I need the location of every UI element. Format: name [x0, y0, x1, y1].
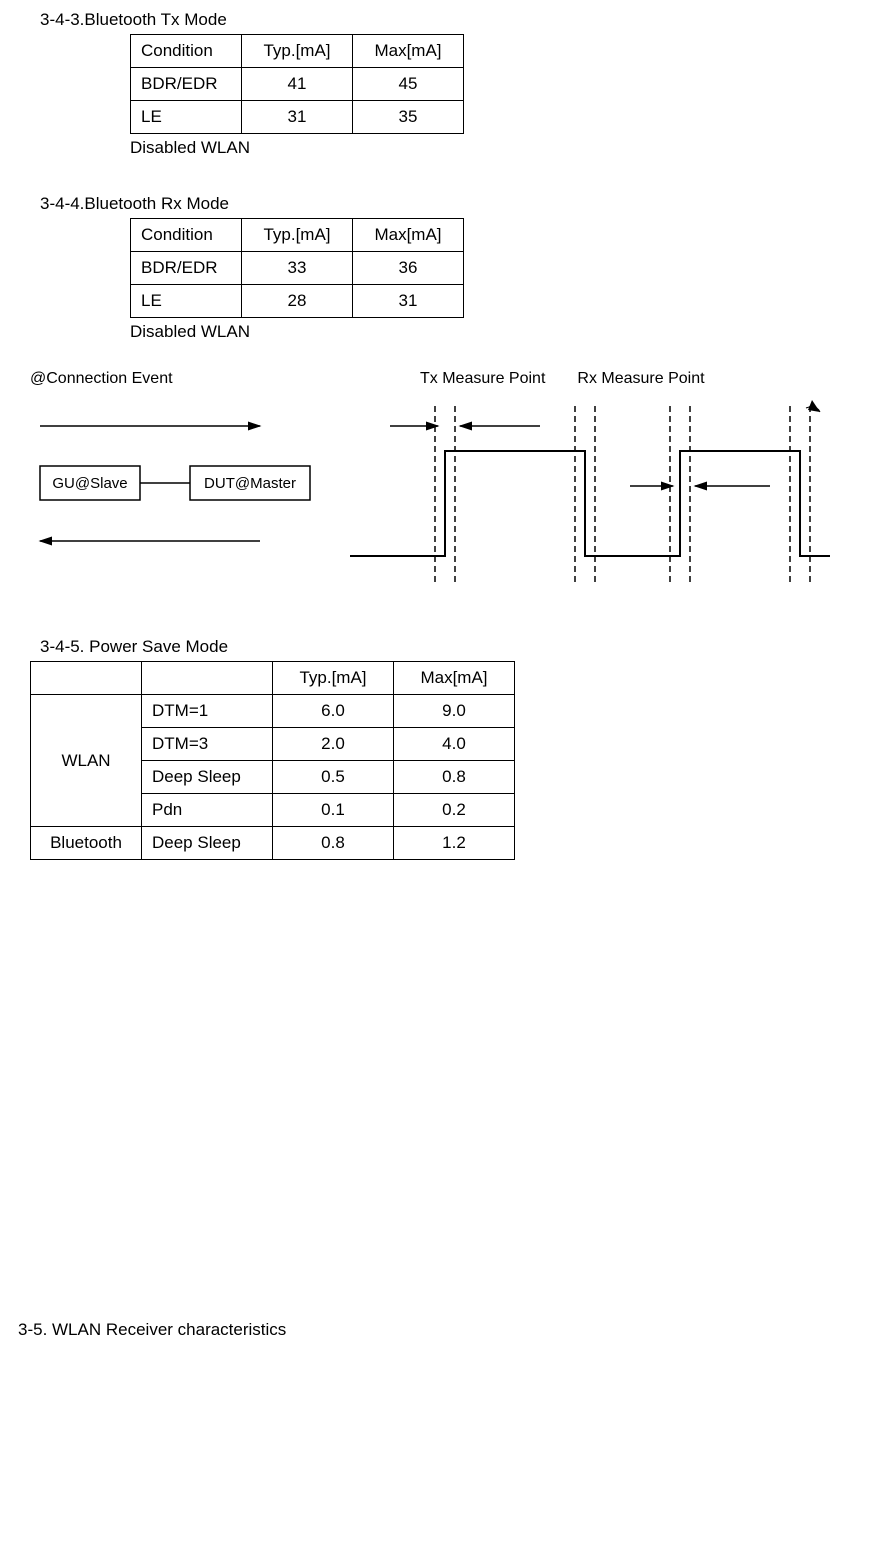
col-typ: Typ.[mA]: [242, 35, 353, 68]
section-3-4-4-title: 3-4-4.Bluetooth Rx Mode: [40, 194, 865, 214]
section-3-4-5-title: 3-4-5. Power Save Mode: [40, 637, 865, 657]
dut-master-box: DUT@Master: [204, 475, 296, 492]
cell-max: 35: [353, 101, 464, 134]
cell-typ: 0.5: [273, 761, 394, 794]
cell-cond: BDR/EDR: [131, 252, 242, 285]
table-row: BDR/EDR 41 45: [131, 68, 464, 101]
cell-max: 4.0: [394, 728, 515, 761]
bt-tx-note: Disabled WLAN: [130, 138, 865, 158]
cell-mode: DTM=3: [142, 728, 273, 761]
bt-rx-note: Disabled WLAN: [130, 322, 865, 342]
bt-tx-table: Condition Typ.[mA] Max[mA] BDR/EDR 41 45…: [130, 34, 464, 134]
cell-typ: 28: [242, 285, 353, 318]
gu-dut-diagram: GU@Slave DUT@Master: [30, 396, 330, 561]
table-row: LE 28 31: [131, 285, 464, 318]
col-typ: Typ.[mA]: [273, 662, 394, 695]
col-max: Max[mA]: [353, 35, 464, 68]
bt-rx-table: Condition Typ.[mA] Max[mA] BDR/EDR 33 36…: [130, 218, 464, 318]
cell-mode: Deep Sleep: [142, 827, 273, 860]
col-condition: Condition: [131, 35, 242, 68]
col-max: Max[mA]: [394, 662, 515, 695]
cell-max: 45: [353, 68, 464, 101]
col-blank2: [142, 662, 273, 695]
cell-cond: LE: [131, 101, 242, 134]
col-max: Max[mA]: [353, 219, 464, 252]
table-row: LE 31 35: [131, 101, 464, 134]
cat-wlan: WLAN: [31, 695, 142, 827]
connection-event-label: @Connection Event: [30, 370, 330, 388]
rx-measure-point-label: Rx Measure Point: [577, 370, 704, 388]
cell-mode: DTM=1: [142, 695, 273, 728]
cell-max: 31: [353, 285, 464, 318]
col-condition: Condition: [131, 219, 242, 252]
cell-max: 0.8: [394, 761, 515, 794]
cell-max: 9.0: [394, 695, 515, 728]
cell-typ: 0.1: [273, 794, 394, 827]
cell-typ: 31: [242, 101, 353, 134]
table-row: Bluetooth Deep Sleep 0.8 1.2: [31, 827, 515, 860]
col-blank1: [31, 662, 142, 695]
cell-typ: 0.8: [273, 827, 394, 860]
col-typ: Typ.[mA]: [242, 219, 353, 252]
cell-cond: BDR/EDR: [131, 68, 242, 101]
connection-event-diagram: @Connection Event GU@Slave DUT@Master: [30, 370, 865, 601]
cell-mode: Deep Sleep: [142, 761, 273, 794]
measure-point-diagram: [350, 396, 830, 596]
cell-typ: 41: [242, 68, 353, 101]
cell-mode: Pdn: [142, 794, 273, 827]
cell-max: 1.2: [394, 827, 515, 860]
power-save-table: Typ.[mA] Max[mA] WLAN DTM=1 6.0 9.0 DTM=…: [30, 661, 515, 860]
cat-bluetooth: Bluetooth: [31, 827, 142, 860]
cell-max: 0.2: [394, 794, 515, 827]
cell-typ: 33: [242, 252, 353, 285]
section-3-5-title: 3-5. WLAN Receiver characteristics: [18, 1320, 865, 1340]
cell-typ: 2.0: [273, 728, 394, 761]
table-row: BDR/EDR 33 36: [131, 252, 464, 285]
table-row: WLAN DTM=1 6.0 9.0: [31, 695, 515, 728]
cell-typ: 6.0: [273, 695, 394, 728]
gu-slave-box: GU@Slave: [52, 475, 127, 492]
cell-cond: LE: [131, 285, 242, 318]
section-3-4-3-title: 3-4-3.Bluetooth Tx Mode: [40, 10, 865, 30]
cell-max: 36: [353, 252, 464, 285]
tx-measure-point-label: Tx Measure Point: [420, 370, 545, 388]
